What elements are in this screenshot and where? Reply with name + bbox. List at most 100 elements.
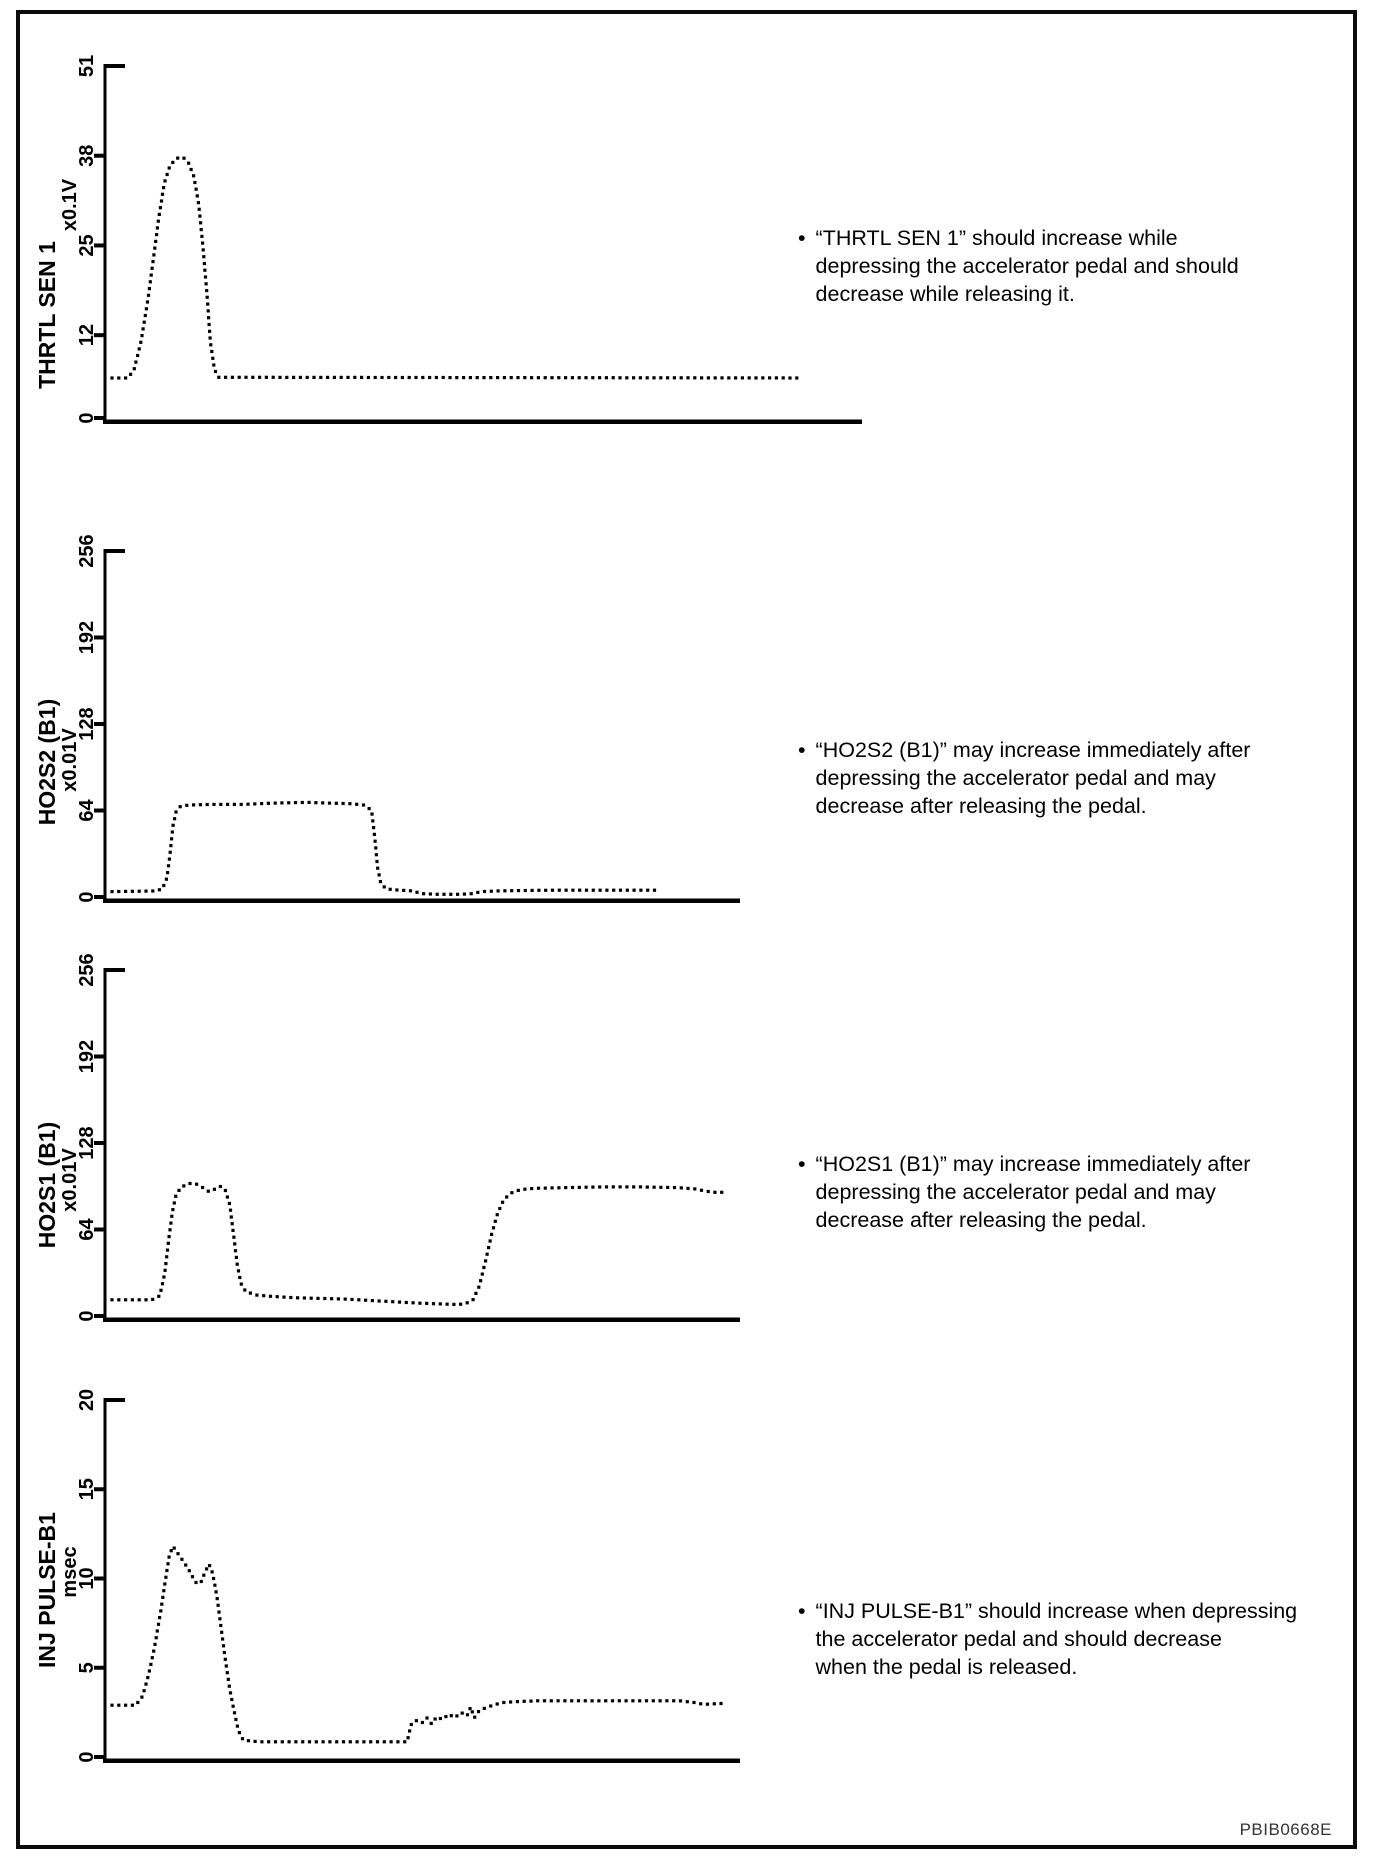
chart-0-note: • “THRTL SEN 1” should increase while de… — [798, 224, 1376, 308]
data-dot — [216, 1603, 220, 1607]
data-dot — [570, 1699, 574, 1703]
data-dot — [598, 888, 602, 892]
data-dot — [271, 375, 275, 379]
data-dot — [219, 802, 223, 806]
data-dot — [152, 253, 156, 257]
data-dot — [264, 375, 268, 379]
data-dot — [170, 837, 174, 841]
data-dot — [557, 1186, 561, 1190]
data-dot — [140, 1695, 144, 1699]
data-dot — [502, 1700, 506, 1705]
data-dot — [652, 376, 656, 380]
y-tick-label: 12 — [76, 324, 98, 346]
data-dot — [230, 375, 234, 379]
data-dot — [402, 888, 406, 892]
data-dot — [231, 1704, 235, 1708]
data-dot — [212, 802, 216, 806]
bullet-icon: • — [798, 1599, 806, 1623]
data-dot — [522, 1699, 526, 1703]
data-dot — [372, 832, 376, 836]
y-tick-mark — [94, 635, 105, 640]
bullet-icon: • — [798, 226, 806, 250]
data-dot — [167, 857, 171, 861]
data-dot — [151, 889, 155, 893]
data-dot — [155, 1629, 159, 1633]
data-dot — [612, 888, 616, 892]
chart-plot-3: 0 5 10 15 20 — [76, 1389, 740, 1763]
data-dot — [693, 1187, 697, 1191]
data-dot — [341, 1740, 346, 1744]
data-dot — [761, 376, 765, 380]
data-dot — [174, 810, 178, 814]
data-dot — [591, 888, 595, 892]
data-dot — [693, 376, 697, 380]
y-tick-label: 25 — [76, 234, 98, 256]
data-dot — [672, 1699, 676, 1703]
data-dot — [370, 812, 374, 816]
data-dot — [645, 1185, 649, 1189]
data-dot — [465, 1713, 470, 1717]
data-dot — [144, 307, 148, 311]
data-dot — [346, 375, 350, 379]
y-tick-mark — [94, 1665, 105, 1670]
data-dot — [651, 1699, 655, 1703]
data-dot — [213, 369, 218, 374]
chart-plot-0: 0 12 25 38 51 — [76, 55, 862, 424]
data-dot — [355, 1740, 359, 1744]
data-dot — [604, 1699, 608, 1703]
data-dot — [194, 1580, 198, 1585]
data-dot — [171, 1208, 175, 1212]
data-dot — [147, 1669, 151, 1673]
data-dot — [705, 1702, 710, 1706]
data-dot — [414, 375, 418, 380]
data-dot — [262, 1294, 266, 1298]
data-dot — [686, 376, 690, 380]
data-dot — [234, 1717, 238, 1722]
data-dot — [487, 1246, 491, 1250]
data-dot — [713, 376, 717, 380]
data-dot — [429, 1721, 433, 1725]
y-tick-mark — [94, 1314, 105, 1318]
data-dot — [192, 174, 196, 178]
data-series-dots — [110, 800, 657, 896]
data-dot — [530, 888, 534, 892]
data-dot — [184, 1563, 188, 1567]
data-dot — [355, 802, 359, 806]
data-dot — [747, 376, 751, 380]
data-dot — [485, 1252, 489, 1256]
y-tick-mark — [94, 1487, 105, 1492]
note-line: when the pedal is released. — [815, 1655, 1078, 1679]
data-dot — [391, 1300, 395, 1304]
data-dot — [369, 1740, 373, 1744]
chart-1-note: • “HO2S2 (B1)” may increase immediately … — [798, 736, 1376, 820]
data-dot — [218, 1617, 222, 1621]
data-dot — [348, 802, 352, 806]
data-dot — [577, 1185, 581, 1189]
data-dot — [215, 1597, 219, 1601]
data-dot — [624, 1699, 628, 1703]
data-dot — [226, 1677, 230, 1681]
data-dot — [154, 239, 158, 243]
data-dot — [672, 376, 676, 380]
data-dot — [638, 1185, 643, 1189]
y-tick-label: 20 — [76, 1389, 98, 1411]
data-dot — [137, 1298, 141, 1302]
data-dot — [530, 1187, 534, 1191]
data-dot — [459, 1302, 463, 1306]
data-dot — [117, 1703, 121, 1707]
data-dot — [237, 375, 241, 379]
data-dot — [591, 1185, 595, 1189]
data-dot — [240, 1737, 245, 1741]
data-dot — [287, 1740, 291, 1744]
y-tick-mark — [94, 153, 105, 158]
data-dot — [471, 1298, 475, 1302]
data-dot — [438, 1716, 442, 1721]
data-dot — [610, 1699, 615, 1703]
data-dot — [300, 800, 304, 805]
data-dot — [666, 376, 670, 380]
y-tick-label: 10 — [76, 1567, 98, 1589]
chart-2-note: • “HO2S1 (B1)” may increase immediately … — [798, 1150, 1376, 1234]
data-dot — [445, 1302, 449, 1306]
note-line: decrease while releasing it. — [815, 282, 1075, 306]
